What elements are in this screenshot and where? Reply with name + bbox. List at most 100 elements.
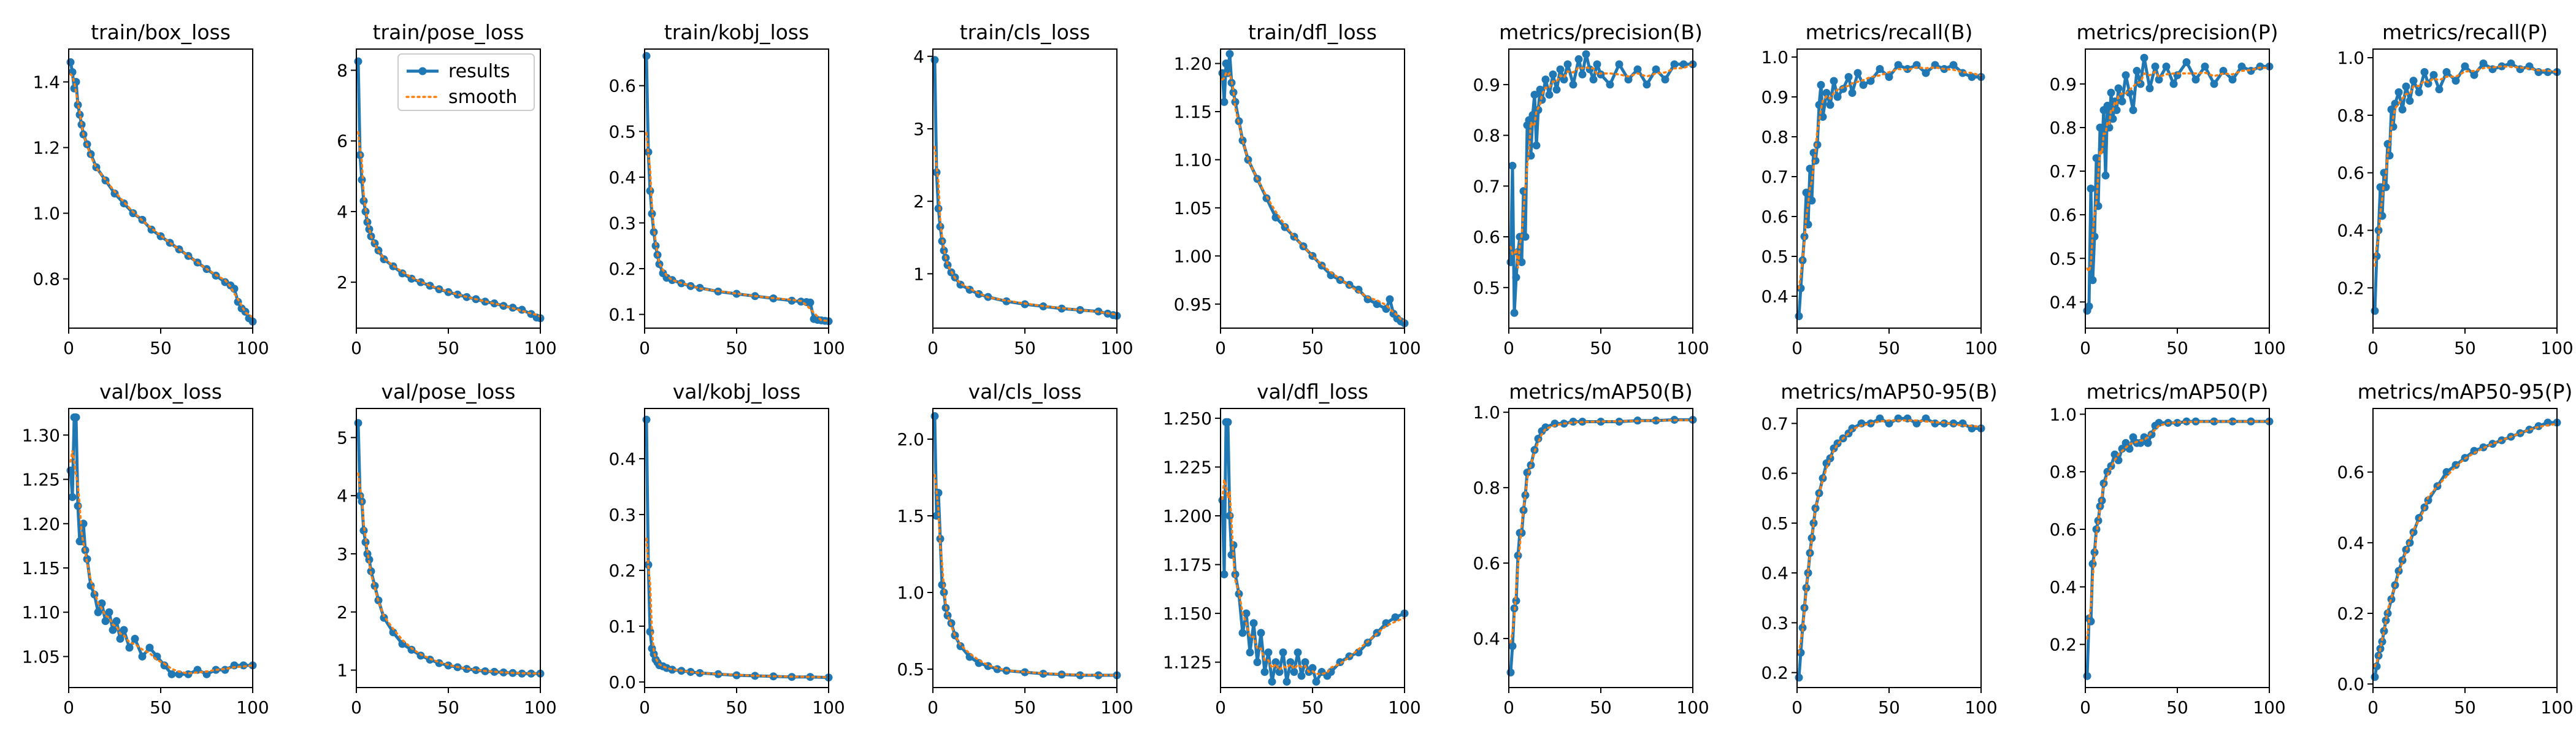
results-data-point (1848, 89, 1857, 97)
x-tick-label: 50 (2166, 338, 2188, 358)
subplot-metrics-map50-b: metrics/mAP50(B) 0 50 100 0.4 0.6 0.8 1.0 (1473, 380, 1709, 718)
x-tick-label: 100 (1676, 338, 1709, 358)
x-tick-label: 0 (2080, 697, 2091, 718)
y-tick-label: 1.0 (897, 583, 924, 603)
x-tick-label: 50 (437, 338, 459, 358)
results-data-point (2129, 106, 2137, 115)
y-tick-label: 0.5 (1761, 247, 1788, 267)
results-data-point (1839, 85, 1847, 93)
x-tick-label: 50 (1014, 338, 1036, 358)
x-tick-label: 0 (1503, 338, 1514, 358)
results-data-point (1253, 658, 1262, 667)
results-data-point (2470, 71, 2478, 79)
results-data-point (1271, 658, 1280, 667)
results-data-point (1549, 70, 1557, 79)
results-data-point (1519, 187, 1528, 196)
results-data-point (1574, 55, 1583, 64)
results-data-point (1922, 69, 1930, 77)
x-tick-label: 0 (63, 338, 74, 358)
results-data-point (1822, 89, 1831, 97)
results-data-point (2409, 77, 2418, 85)
results-data-point (490, 299, 499, 308)
results-data-point (1382, 619, 1390, 627)
results-data-point (1290, 668, 1298, 677)
results-data-point (1652, 65, 1660, 74)
results-data-point (975, 659, 983, 667)
y-tick-label: 1.4 (33, 72, 60, 93)
y-tick-label: 1.05 (22, 646, 60, 667)
y-tick-label: 0.4 (1761, 286, 1788, 307)
results-data-point (2155, 75, 2163, 84)
results-data-point (2110, 450, 2119, 459)
results-series-line (1797, 63, 1981, 316)
results-data-point (934, 204, 943, 213)
smooth-series-line (69, 73, 254, 318)
x-tick-label: 100 (2540, 338, 2573, 358)
results-series-line (1797, 416, 1981, 678)
subplot-title: val/cls_loss (968, 380, 1082, 404)
results-data-point (74, 502, 82, 510)
x-tick-label: 100 (1100, 697, 1133, 718)
y-tick-label: 0.8 (2049, 118, 2077, 138)
results-data-point (1593, 60, 1601, 69)
subplot-val-dfl-loss: val/dfl_loss 0 50 100 1.125 1.150 1.175 1.200 1.… (1163, 380, 1421, 718)
results-data-point (2144, 439, 2152, 447)
smooth-series-line (2374, 423, 2558, 668)
smooth-series-line (2086, 420, 2271, 640)
plot-frame (1796, 408, 1982, 688)
plot-frame (644, 408, 829, 688)
y-tick-label: 1.0 (2337, 48, 2364, 68)
y-tick-label: 1 (337, 661, 348, 681)
y-tick-label: 1.0 (1473, 402, 1500, 423)
results-data-point (938, 581, 946, 589)
results-data-point (1225, 50, 1234, 58)
results-data-point (936, 223, 945, 231)
results-data-point (2114, 84, 2123, 93)
y-tick-label: 0.7 (2049, 161, 2077, 182)
subplot-metrics-precision-p: metrics/precision(P) 0 50 100 0.4 0.5 0.6 0.7 0.… (2049, 20, 2285, 358)
results-data-point (2398, 105, 2407, 114)
results-data-point (120, 199, 128, 208)
y-tick-label: 0.4 (1473, 629, 1500, 649)
x-tick-label: 50 (437, 697, 459, 718)
y-tick-label: 0.8 (1761, 127, 1788, 147)
x-tick-label: 0 (1215, 338, 1226, 358)
results-data-point (1382, 305, 1390, 313)
x-tick-label: 50 (1301, 697, 1324, 718)
x-tick-label: 50 (1590, 338, 1612, 358)
y-tick-label: 1.0 (2049, 404, 2077, 424)
results-data-point (239, 661, 248, 670)
results-data-point (389, 628, 397, 637)
results-data-point (2088, 276, 2097, 285)
results-data-point (1560, 75, 1568, 84)
results-data-point (120, 626, 128, 634)
subplot-metrics-map50-95-b: metrics/mAP50-95(B) 0 50 100 0.2 0.3 0.4 0.5 0.6… (1761, 380, 1997, 718)
results-data-point (109, 626, 117, 634)
results-data-point (2219, 67, 2228, 75)
results-data-point (2107, 88, 2115, 97)
x-tick-label: 0 (1503, 697, 1514, 718)
x-tick-label: 50 (1878, 697, 1900, 718)
subplot-val-pose-loss: val/pose_loss 0 50 100 1 2 3 4 5 (337, 380, 557, 718)
subplot-title: metrics/mAP50-95(P) (2358, 380, 2573, 404)
y-tick-label: 1.225 (1163, 457, 1212, 477)
results-data-point (1968, 73, 1976, 81)
subplot-metrics-map50-95-p: metrics/mAP50-95(P) 0 50 100 0.0 0.2 0.4 0.6 (2337, 380, 2573, 718)
results-data-point (1235, 589, 1243, 598)
results-series-line (2085, 56, 2269, 312)
x-tick-label: 0 (1215, 697, 1226, 718)
subplot-title: metrics/mAP50-95(B) (1781, 380, 1997, 404)
results-data-point (1833, 93, 1842, 101)
results-data-point (138, 652, 147, 661)
results-data-point (453, 290, 462, 299)
x-tick-label: 50 (2454, 697, 2476, 718)
subplot-train-pose-loss: train/pose_loss 0 50 100 2 4 6 8 results smooth (337, 20, 557, 358)
results-data-point (2145, 84, 2154, 93)
y-tick-label: 2 (337, 272, 348, 293)
y-tick-label: 0.3 (608, 213, 636, 233)
results-data-point (2402, 82, 2410, 91)
y-tick-label: 8 (337, 61, 348, 81)
y-tick-label: 4 (337, 202, 348, 222)
results-data-point (2129, 433, 2137, 442)
